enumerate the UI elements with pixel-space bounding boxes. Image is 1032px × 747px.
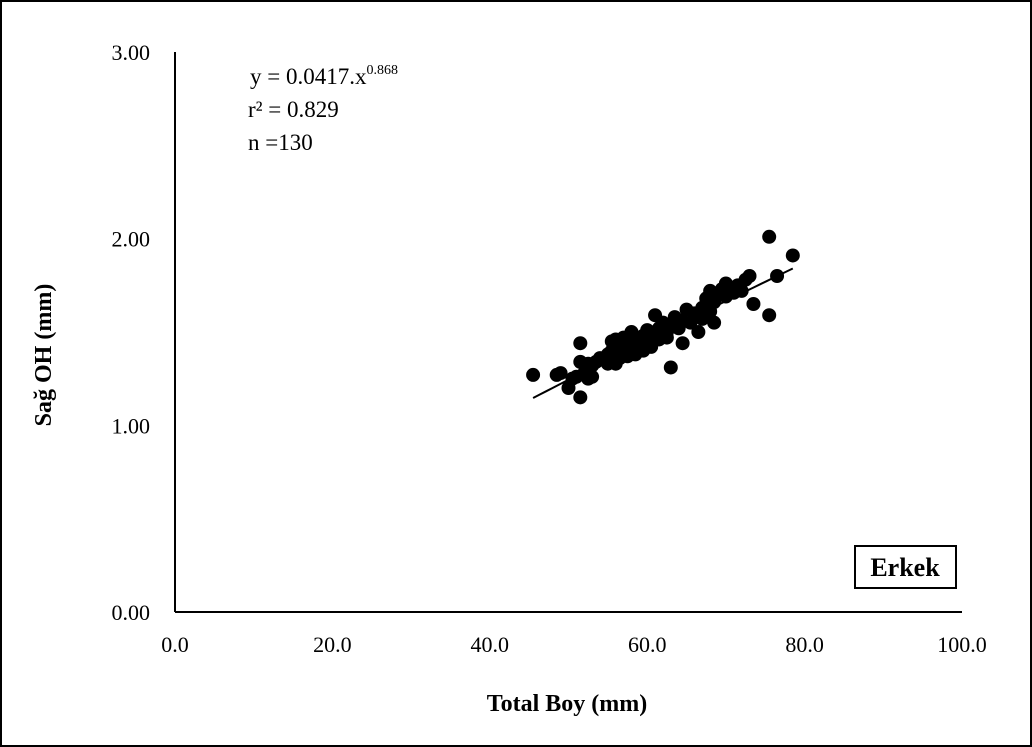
- y-tick-label: 3.00: [112, 40, 151, 65]
- data-point: [573, 336, 588, 351]
- data-point: [675, 336, 690, 351]
- x-tick-labels: 0.0 20.0 40.0 60.0 80.0 100.0: [161, 632, 987, 657]
- x-tick-label: 20.0: [313, 632, 352, 657]
- data-point: [526, 367, 541, 382]
- y-tick-labels: 0.00 1.00 2.00 3.00: [112, 40, 151, 625]
- y-axis-title: Sağ OH (mm): [31, 284, 57, 427]
- data-point: [785, 248, 800, 263]
- x-tick-label: 100.0: [937, 632, 987, 657]
- data-point: [762, 229, 777, 244]
- data-point: [762, 308, 777, 323]
- sample-size-label: n =130: [248, 130, 313, 155]
- data-point: [585, 369, 600, 384]
- data-point: [770, 269, 785, 283]
- x-tick-label: 80.0: [785, 632, 824, 657]
- y-tick-label: 1.00: [112, 413, 151, 438]
- group-label: Erkek: [870, 553, 940, 582]
- data-point: [746, 297, 761, 311]
- data-point: [663, 360, 678, 375]
- group-label-box: [854, 545, 957, 589]
- y-tick-label: 0.00: [112, 600, 151, 625]
- regression-equation: y = 0.0417.x0.868: [250, 63, 398, 89]
- data-point: [707, 315, 722, 330]
- data-point: [573, 390, 588, 405]
- y-tick-label: 2.00: [112, 227, 151, 252]
- points-layer: [526, 229, 800, 405]
- data-point: [734, 283, 749, 298]
- data-point: [691, 325, 706, 339]
- x-tick-label: 0.0: [161, 632, 189, 657]
- x-tick-label: 40.0: [471, 632, 510, 657]
- r-squared-label: r² = 0.829: [248, 97, 339, 122]
- x-tick-label: 60.0: [628, 632, 667, 657]
- data-point: [659, 330, 674, 345]
- data-point: [553, 366, 568, 381]
- x-axis-title: Total Boy (mm): [487, 691, 647, 717]
- data-point: [742, 269, 757, 283]
